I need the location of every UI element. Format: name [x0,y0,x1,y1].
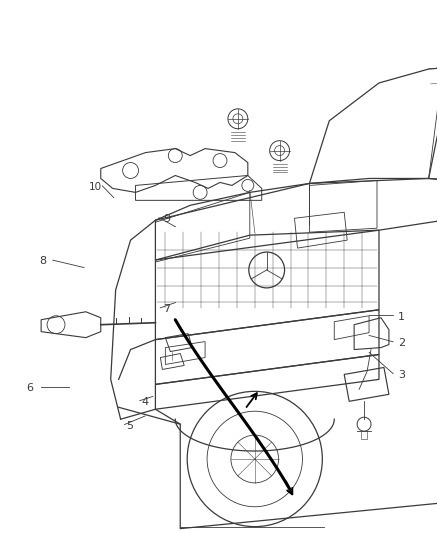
Text: 6: 6 [26,383,33,393]
Text: 4: 4 [141,397,148,407]
Text: 9: 9 [163,214,170,224]
Text: 7: 7 [163,304,170,314]
Text: 10: 10 [88,182,102,192]
Text: 5: 5 [126,421,133,431]
Text: 2: 2 [398,338,405,349]
Text: 1: 1 [398,312,405,322]
Text: 8: 8 [39,256,46,266]
Text: 3: 3 [398,370,405,380]
